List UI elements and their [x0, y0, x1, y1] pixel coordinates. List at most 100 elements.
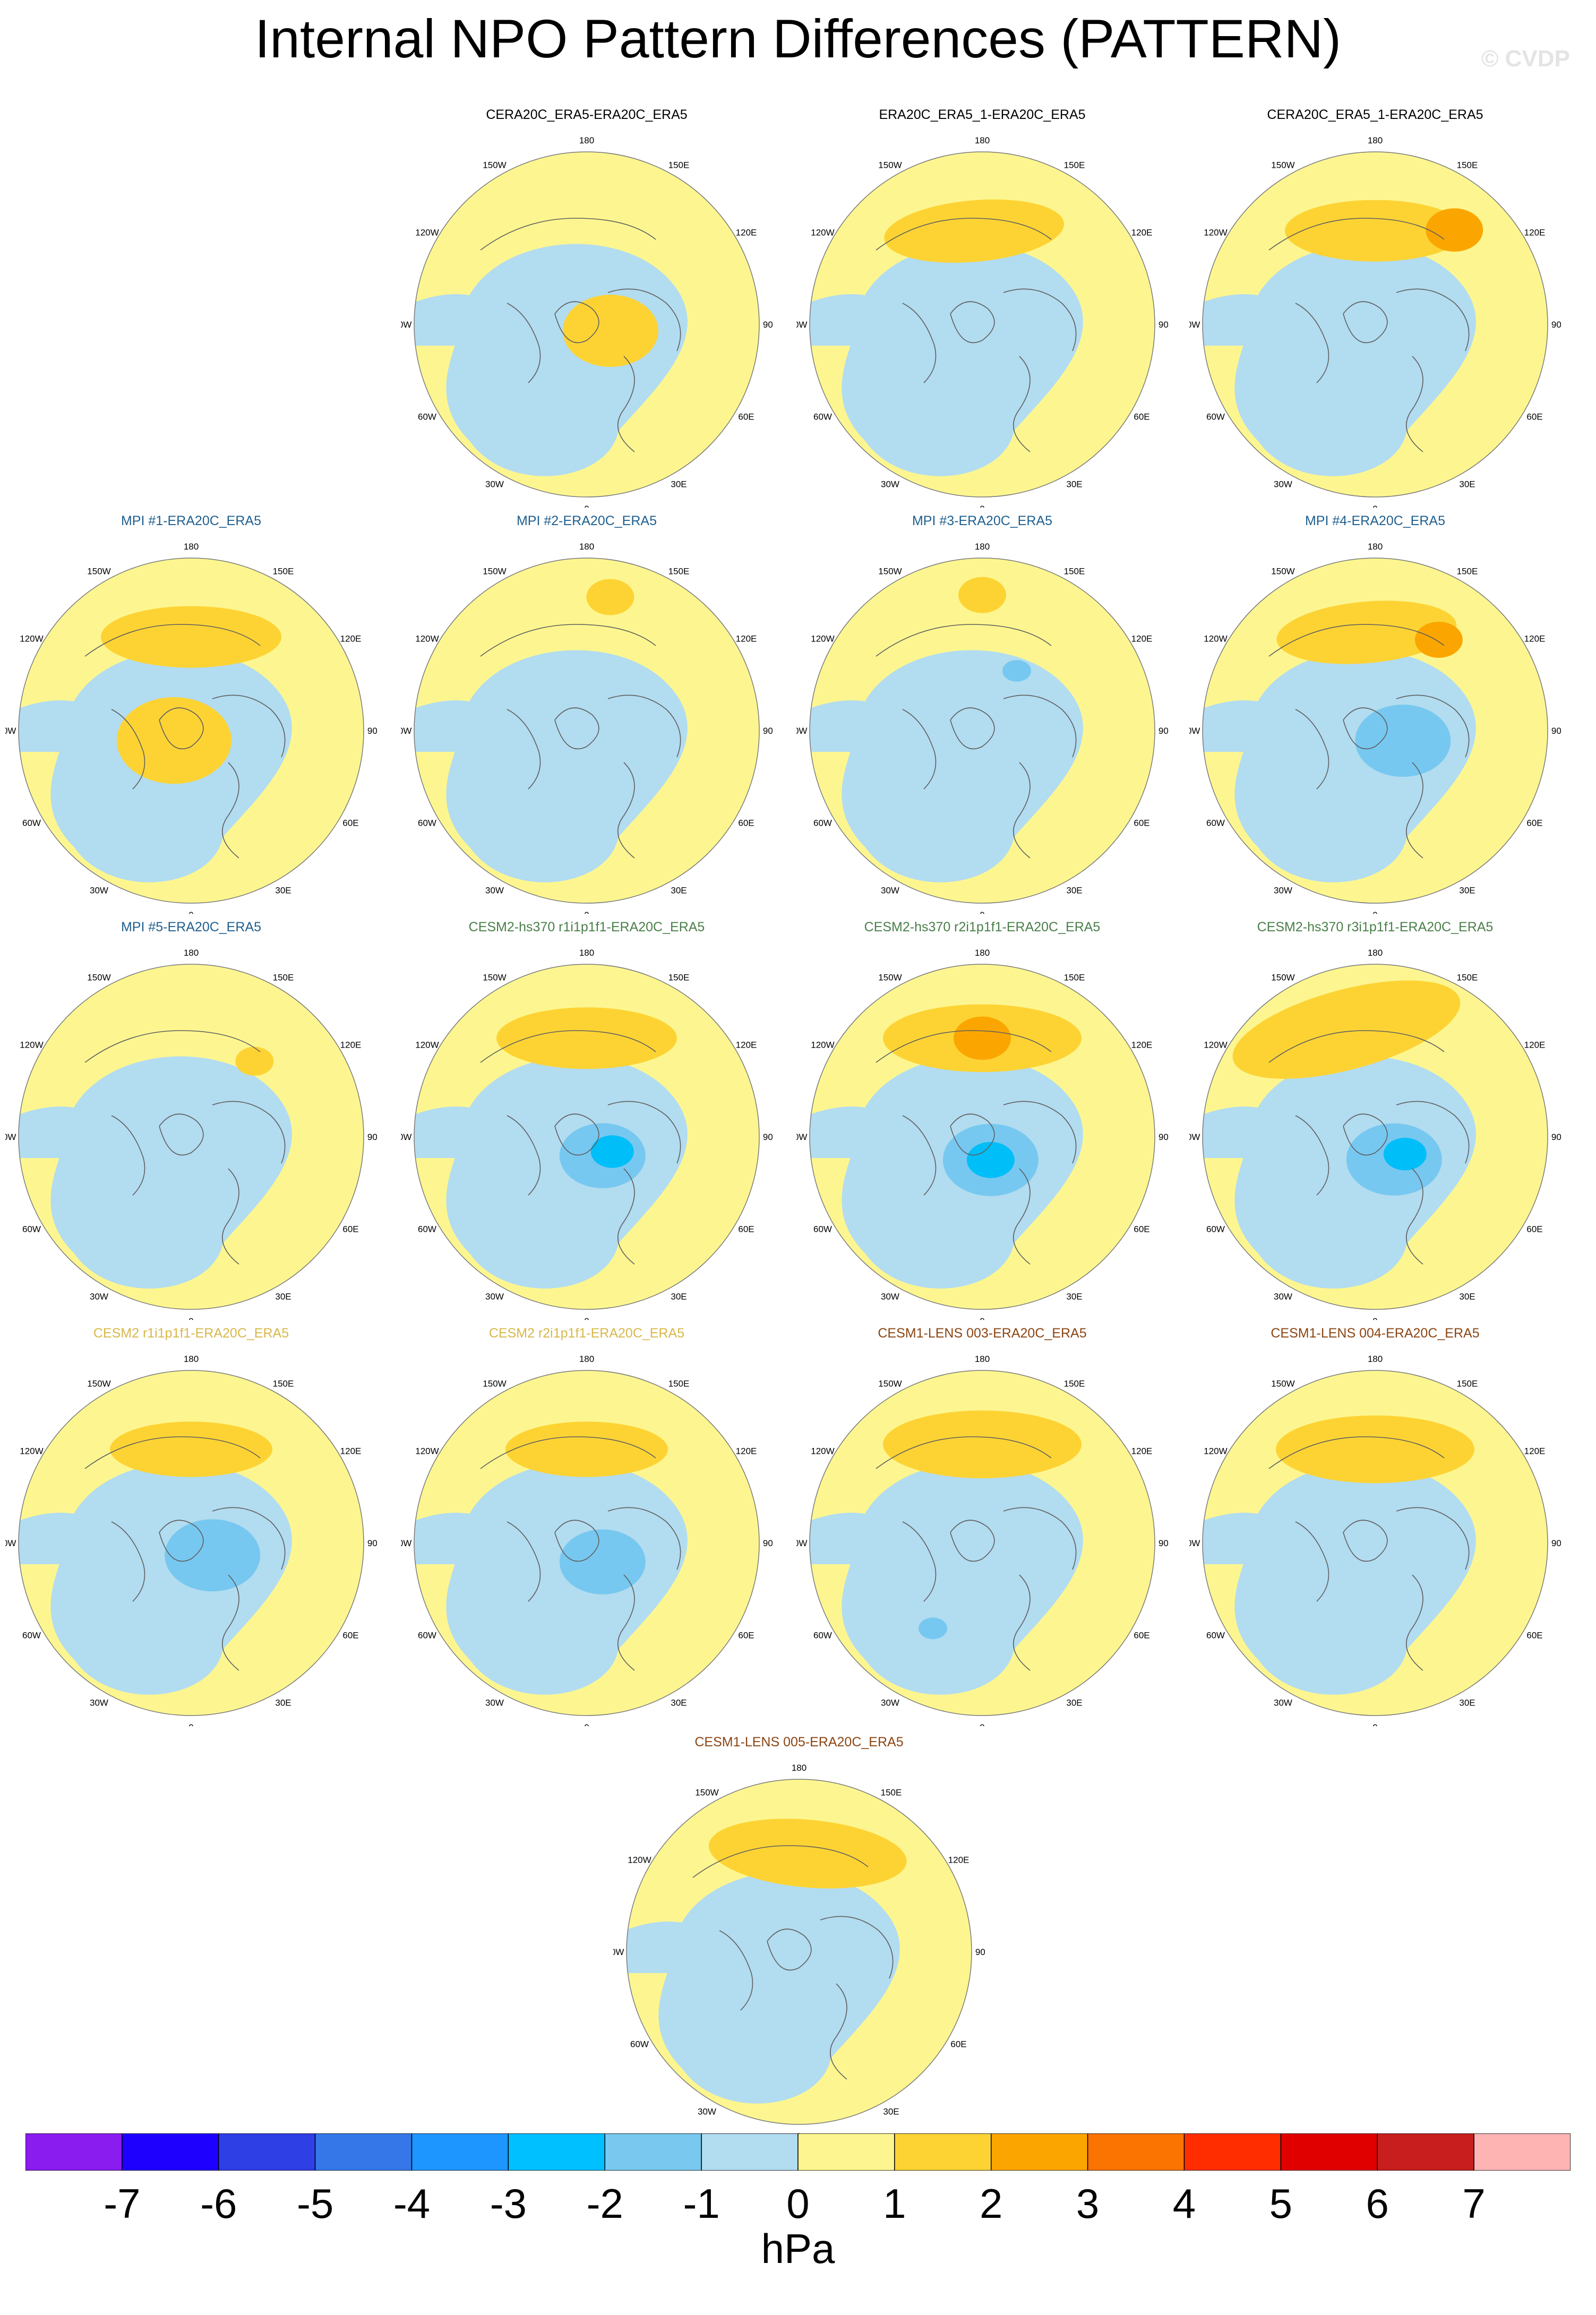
coastline: [1396, 288, 1470, 351]
map-field: [1203, 558, 1548, 903]
longitude-label: 120W: [811, 1446, 834, 1456]
anomaly-contour: [883, 1410, 1082, 1479]
longitude-label: 0: [584, 1316, 589, 1320]
longitude-label: 120E: [340, 1040, 362, 1050]
colorbar-tick-label: -2: [586, 2180, 623, 2227]
longitude-label: 0: [980, 910, 984, 914]
panel-title: MPI #4-ERA20C_ERA5: [1305, 513, 1445, 528]
longitude-label: 30W: [1274, 1292, 1292, 1302]
coastline: [480, 1436, 656, 1469]
panel-title: CESM2-hs370 r2i1p1f1-ERA20C_ERA5: [864, 920, 1101, 934]
negative-anomaly-region: [1234, 1462, 1476, 1695]
longitude-label: 180: [1368, 1354, 1383, 1364]
longitude-label: 90W: [5, 726, 16, 736]
longitude-label: 150E: [1064, 566, 1085, 576]
polar-map: 180 0 150W 150E 120W 120E 90W 90E 60W 60E 30W 30E: [401, 135, 773, 508]
coastline: [902, 1521, 937, 1602]
longitude-label: 120W: [1204, 1040, 1227, 1050]
coastline: [1343, 1113, 1388, 1156]
longitude-label: 120E: [736, 1446, 757, 1456]
longitude-label: 30E: [1066, 886, 1082, 896]
longitude-label: 180: [975, 1354, 990, 1364]
longitude-label: 150W: [87, 1378, 110, 1388]
colorbar-tick-label: -6: [200, 2180, 237, 2227]
longitude-label: 30W: [698, 2107, 716, 2117]
negative-anomaly-region: [446, 650, 688, 882]
colorbar-swatch: [1280, 2133, 1378, 2171]
longitude-label: 90W: [796, 726, 807, 736]
longitude-label: 120E: [1524, 228, 1546, 238]
negative-anomaly-region: [414, 700, 508, 752]
longitude-label: 60W: [813, 412, 832, 422]
longitude-label: 60E: [342, 1631, 358, 1641]
coastline: [1295, 1115, 1329, 1196]
longitude-label: 90E: [763, 320, 773, 330]
map-panel: ERA20C_ERA5_1-ERA20C_ERA5 180 0 150W 150E 120…: [796, 106, 1168, 510]
anomaly-contour: [1383, 1137, 1427, 1171]
longitude-label: 30W: [90, 1698, 108, 1708]
longitude-label: 60W: [22, 1631, 41, 1641]
coastline: [876, 218, 1052, 251]
longitude-label: 30E: [1459, 1698, 1475, 1708]
longitude-label: 150W: [1271, 160, 1294, 170]
longitude-label: 30W: [1274, 479, 1292, 490]
coastline: [950, 707, 995, 750]
map-boundary: [809, 558, 1155, 904]
longitude-label: 60E: [738, 818, 754, 828]
coastline: [1343, 301, 1388, 344]
colorbar-swatch: [701, 2133, 799, 2171]
longitude-label: 60E: [342, 818, 358, 828]
coastline: [480, 624, 656, 657]
coastline: [607, 1101, 681, 1164]
longitude-label: 30W: [1274, 1698, 1292, 1708]
longitude-label: 90W: [796, 320, 807, 330]
coastline: [111, 1521, 145, 1602]
coastline: [607, 694, 681, 758]
polar-map: 180 0 150W 150E 120W 120E 90W 90E 60W 60E 30W 30E: [5, 948, 377, 1320]
longitude-label: 60W: [418, 412, 436, 422]
coastline: [212, 1101, 286, 1164]
map-field: [810, 1370, 1155, 1716]
anomaly-contour: [966, 1142, 1015, 1178]
longitude-label: 120E: [340, 1446, 362, 1456]
map-panel: CESM1-LENS 005-ERA20C_ERA51800150W150E12…: [613, 1734, 985, 2137]
negative-anomaly-region: [810, 1107, 903, 1158]
longitude-label: 0: [584, 504, 589, 508]
map-field: [810, 964, 1155, 1309]
longitude-label: 120E: [1524, 1040, 1546, 1050]
longitude-label: 0: [980, 1722, 984, 1726]
longitude-label: 90E: [367, 1538, 377, 1548]
colorbar-tick-label: 4: [1172, 2180, 1196, 2227]
coastline: [876, 624, 1052, 657]
negative-anomaly-region: [658, 1871, 900, 2104]
negative-anomaly-region: [414, 1107, 508, 1158]
colorbar-swatch: [122, 2133, 219, 2171]
coastline: [1003, 694, 1077, 758]
longitude-label: 90W: [1189, 726, 1200, 736]
watermark: © CVDP: [1481, 46, 1570, 72]
negative-anomaly-region: [50, 1462, 292, 1695]
map-field: [810, 152, 1155, 497]
polar-map: 180 0 150W 150E 120W 120E 90W 90E 60W 60E 30W 30E: [796, 542, 1168, 914]
map-panel: CESM1-LENS 004-ERA20C_ERA5 180 0 150W 150E 12…: [1189, 1325, 1561, 1728]
negative-anomaly-region: [1203, 1513, 1296, 1564]
longitude-label: 30E: [671, 1292, 687, 1302]
colorbar-tick-label: 5: [1269, 2180, 1293, 2227]
longitude-label: 30E: [1066, 479, 1082, 490]
anomaly-contour: [954, 1016, 1011, 1060]
anomaly-contour: [919, 1617, 948, 1640]
polar-map: 180 0 150W 150E 120W 120E 90W 90E 60W 60E 30W 30E: [1189, 1354, 1561, 1726]
anomaly-contour: [562, 295, 658, 367]
polar-map: 180 0 150W 150E 120W 120E 90W 90E 60W 60E 30W 30E: [796, 135, 1168, 508]
polar-map: 180 0 150W 150E 120W 120E 90W 90E 60W 60E 30W 30E: [1189, 948, 1561, 1320]
coastline: [902, 1115, 937, 1196]
longitude-label: 120W: [628, 1855, 651, 1865]
colorbar-tick-label: 2: [980, 2180, 1003, 2227]
longitude-label: 180: [579, 542, 594, 552]
colorbar-swatch: [314, 2133, 413, 2171]
map-panel: CESM2 r2i1p1f1-ERA20C_ERA5 180 0 150W 150E 12…: [401, 1325, 773, 1728]
longitude-label: 90W: [796, 1538, 807, 1548]
polar-map: 180 0 150W 150E 120W 120E 90W 90E 60W 60E 30W 30E: [796, 948, 1168, 1320]
longitude-label: 90E: [1551, 1132, 1561, 1142]
longitude-label: 60E: [1134, 412, 1149, 422]
